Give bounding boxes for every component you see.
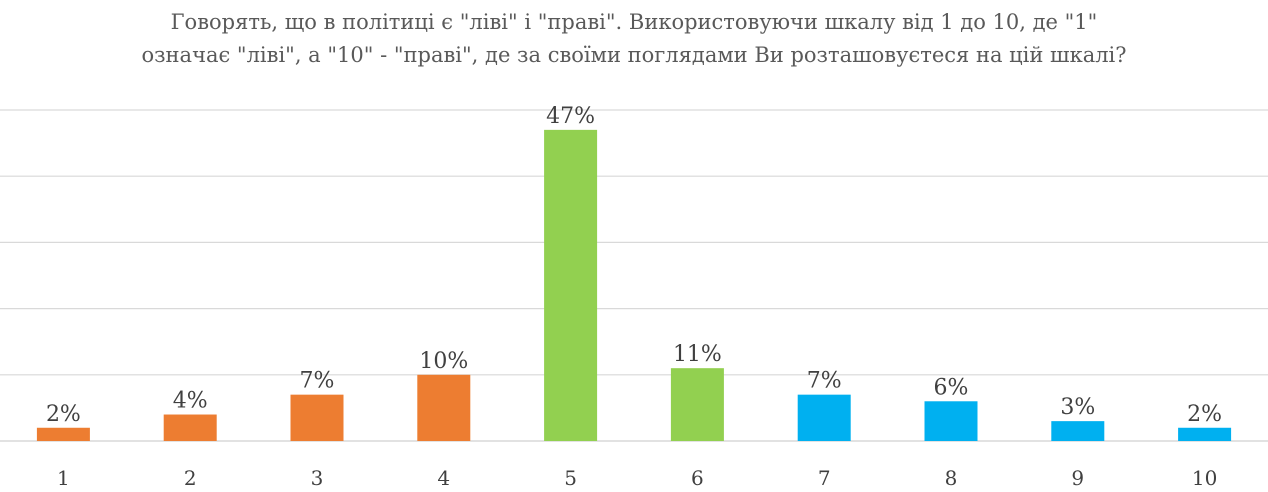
data-label-3: 7% xyxy=(300,369,335,394)
data-label-5: 47% xyxy=(546,104,595,129)
chart-title-line-2: означає "ліві", а "10" - "праві", де за … xyxy=(141,43,1127,67)
data-label-2: 4% xyxy=(173,389,208,414)
data-label-1: 2% xyxy=(46,402,81,427)
bar-8 xyxy=(924,401,978,441)
x-tick-label-10: 10 xyxy=(1192,466,1217,490)
bar-2 xyxy=(163,414,217,441)
bar-9 xyxy=(1051,421,1105,441)
bar-1 xyxy=(36,427,90,441)
data-label-7: 7% xyxy=(807,369,842,394)
data-label-8: 6% xyxy=(934,375,969,400)
x-tick-label-6: 6 xyxy=(691,466,704,490)
bar-10 xyxy=(1178,427,1232,441)
data-label-4: 10% xyxy=(419,349,468,374)
x-tick-label-5: 5 xyxy=(564,466,577,490)
bar-7 xyxy=(797,394,851,441)
bar-5 xyxy=(544,129,598,442)
bar-6 xyxy=(670,368,724,441)
bar-3 xyxy=(290,394,344,441)
x-tick-label-2: 2 xyxy=(184,466,197,490)
x-tick-label-7: 7 xyxy=(818,466,831,490)
chart-title: Говорять, що в політиці є "ліві" і "прав… xyxy=(0,6,1268,72)
x-tick-label-9: 9 xyxy=(1071,466,1084,490)
data-label-9: 3% xyxy=(1060,395,1095,420)
data-label-6: 11% xyxy=(673,342,722,367)
x-tick-label-8: 8 xyxy=(945,466,958,490)
x-tick-label-1: 1 xyxy=(57,466,70,490)
chart-title-line-1: Говорять, що в політиці є "ліві" і "прав… xyxy=(170,10,1098,34)
x-tick-label-4: 4 xyxy=(437,466,450,490)
bar-4 xyxy=(417,374,471,441)
x-tick-label-3: 3 xyxy=(311,466,324,490)
data-label-10: 2% xyxy=(1187,402,1222,427)
